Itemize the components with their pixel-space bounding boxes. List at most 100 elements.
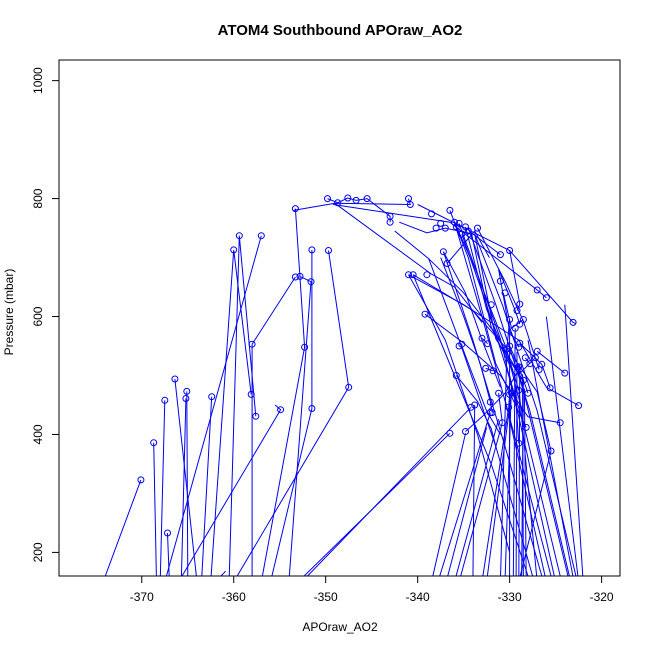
profile-segment-21 — [327, 197, 391, 223]
data-point — [406, 201, 414, 208]
data-point — [524, 389, 532, 397]
data-point — [296, 272, 304, 280]
data-point — [452, 372, 460, 379]
profile-line-10 — [504, 384, 512, 576]
data-point — [516, 320, 524, 328]
profile-segment-8 — [201, 396, 213, 576]
profile-segment-44 — [509, 250, 521, 311]
data-point — [421, 310, 429, 318]
data-point — [208, 393, 216, 401]
data-point — [334, 199, 342, 207]
data-point — [508, 389, 515, 397]
data-point — [575, 402, 583, 410]
data-point — [496, 277, 504, 285]
profile-segment-55 — [498, 393, 503, 423]
profile-segment-47 — [502, 292, 524, 330]
profile-segment-29 — [394, 230, 524, 382]
profile-segment-12 — [261, 208, 306, 576]
data-point — [515, 439, 523, 447]
profile-segment-1 — [104, 479, 142, 576]
data-point — [556, 419, 564, 427]
data-point — [471, 401, 479, 409]
data-point — [446, 429, 454, 437]
data-point — [484, 340, 492, 348]
profile-line-20 — [509, 375, 555, 576]
profile-segment-16 — [181, 404, 282, 576]
data-point — [308, 246, 316, 254]
profile-segment-10 — [228, 235, 257, 576]
profile-segment-38 — [442, 251, 501, 388]
data-point — [446, 206, 454, 214]
data-point — [182, 395, 190, 402]
data-point — [533, 347, 541, 355]
profile-line-29 — [442, 251, 543, 576]
data-point — [478, 334, 486, 342]
profile-line-22 — [527, 340, 574, 576]
profile-segment-36 — [474, 233, 536, 376]
data-point — [437, 219, 445, 227]
profile-segment-42 — [465, 366, 522, 432]
data-point — [501, 289, 509, 297]
profile-line-25 — [519, 450, 552, 576]
profile-line-21 — [516, 363, 569, 576]
data-point — [511, 324, 519, 332]
data-point — [488, 409, 496, 417]
profile-segment-53 — [508, 394, 511, 408]
data-point — [291, 205, 299, 213]
profile-line-28 — [428, 258, 534, 576]
data-point — [451, 218, 458, 226]
data-point — [308, 405, 316, 412]
profile-segment-20 — [306, 406, 472, 576]
profile-segment-3 — [159, 400, 166, 576]
data-point — [344, 194, 352, 202]
y-tick-label: 400 — [31, 424, 45, 444]
data-point — [405, 271, 412, 279]
y-tick-label: 200 — [31, 542, 45, 562]
profile-segment-22 — [293, 198, 411, 211]
data-point — [307, 278, 315, 286]
profile-segment-30 — [399, 221, 501, 256]
profile-segment-24 — [334, 202, 483, 323]
chart-title: ATOM4 Southbound APOraw_AO2 — [218, 22, 463, 39]
profile-segment-17 — [236, 250, 350, 576]
data-point — [482, 364, 490, 372]
profile-line-9 — [500, 348, 508, 576]
profile-segment-2 — [153, 442, 157, 576]
data-point — [277, 406, 285, 414]
profile-segment-40 — [461, 345, 501, 435]
data-point — [516, 339, 524, 347]
profile-segment-49 — [446, 230, 490, 264]
data-point — [487, 301, 495, 309]
data-point — [486, 409, 494, 417]
profile-segment-48 — [509, 345, 529, 394]
profile-segment-39 — [440, 257, 492, 406]
x-tick-label: -350 — [314, 590, 338, 604]
data-point — [569, 318, 577, 326]
profile-segment-54 — [489, 401, 493, 413]
profile-line-12 — [512, 328, 516, 576]
data-point — [531, 354, 539, 362]
profile-segment-37 — [477, 227, 540, 370]
data-point — [506, 390, 514, 398]
data-point — [458, 230, 466, 238]
profile-segment-23 — [333, 204, 547, 299]
profile-line-6 — [472, 404, 476, 576]
profile-line-17 — [523, 388, 527, 576]
profile-segment-25 — [417, 204, 577, 325]
profile-segment-56 — [524, 357, 531, 365]
data-point — [505, 403, 513, 411]
x-tick-label: -320 — [590, 590, 614, 604]
data-point — [496, 251, 504, 259]
data-point — [519, 376, 527, 384]
data-point — [161, 396, 169, 404]
data-point — [535, 366, 543, 374]
profile-line-24 — [564, 304, 584, 576]
profile-segment-18 — [220, 570, 226, 576]
profile-line-4 — [455, 418, 500, 576]
data-point — [324, 195, 331, 203]
profile-segment-50 — [536, 350, 566, 374]
data-point — [455, 219, 463, 227]
profile-line-3 — [447, 427, 488, 576]
data-point — [546, 384, 554, 392]
